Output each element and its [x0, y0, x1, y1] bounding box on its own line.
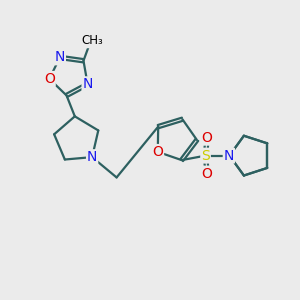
Text: N: N — [224, 148, 234, 163]
Text: O: O — [44, 72, 55, 86]
Text: N: N — [82, 77, 93, 91]
Text: CH₃: CH₃ — [81, 34, 103, 47]
Text: N: N — [87, 150, 97, 164]
Text: O: O — [202, 131, 212, 145]
Text: O: O — [202, 167, 212, 181]
Text: S: S — [201, 148, 210, 163]
Text: N: N — [55, 50, 65, 64]
Text: O: O — [152, 145, 163, 159]
